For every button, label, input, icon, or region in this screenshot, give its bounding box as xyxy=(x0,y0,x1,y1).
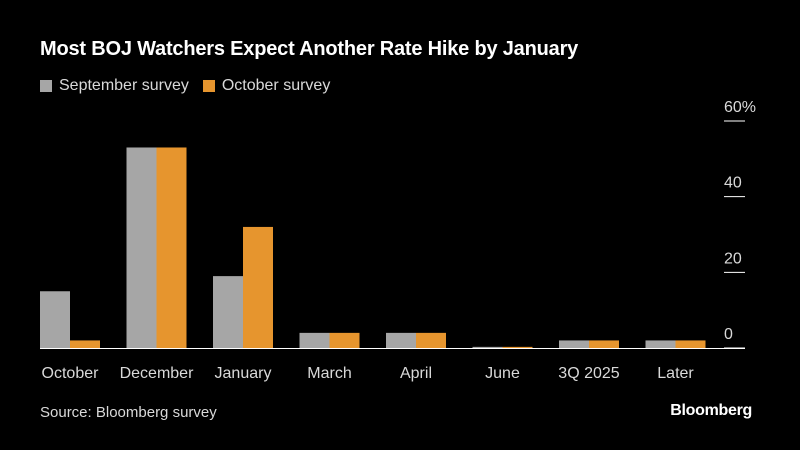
bar-october-3q-2025 xyxy=(589,340,619,348)
legend-item-october: October survey xyxy=(202,77,331,95)
x-tick-label-december: December xyxy=(120,365,194,382)
legend-label-october: October survey xyxy=(221,77,331,94)
bar-september-december xyxy=(126,147,157,348)
bar-october-june xyxy=(502,346,533,348)
bar-september-3q-2025 xyxy=(559,340,589,348)
x-tick-label-march: March xyxy=(307,365,351,382)
chart-title: Most BOJ Watchers Expect Another Rate Hi… xyxy=(40,38,579,60)
x-tick-label-january: January xyxy=(215,365,272,382)
bar-september-june xyxy=(472,346,503,348)
bar-october-october xyxy=(70,340,100,348)
y-tick-label-0: 0 xyxy=(724,326,733,343)
bar-october-december xyxy=(156,147,187,348)
x-tick-label-later: Later xyxy=(657,365,694,382)
bar-september-october xyxy=(40,291,70,348)
legend: September survey October survey xyxy=(40,77,344,95)
bar-october-march xyxy=(329,332,360,348)
legend-swatch-september xyxy=(40,80,52,92)
x-tick-label-april: April xyxy=(400,365,432,382)
x-tick-label-october: October xyxy=(42,365,100,382)
bloomberg-logo: Bloomberg xyxy=(670,402,752,419)
legend-label-september: September survey xyxy=(59,77,189,94)
bar-september-march xyxy=(299,332,330,348)
bar-september-january xyxy=(213,276,243,348)
x-tick-label-3q-2025: 3Q 2025 xyxy=(558,365,619,382)
y-tick-label-60: 60% xyxy=(724,99,756,116)
bar-october-april xyxy=(416,332,446,348)
bar-october-january xyxy=(243,226,273,348)
bar-september-later xyxy=(645,340,676,348)
x-tick-label-june: June xyxy=(485,365,520,382)
bar-october-later xyxy=(675,340,706,348)
legend-item-september: September survey xyxy=(40,77,189,95)
y-tick-label-20: 20 xyxy=(724,250,742,267)
source-note: Source: Bloomberg survey xyxy=(40,404,217,421)
y-tick-label-40: 40 xyxy=(724,175,742,192)
legend-swatch-october xyxy=(202,80,215,92)
bar-september-april xyxy=(386,332,416,348)
